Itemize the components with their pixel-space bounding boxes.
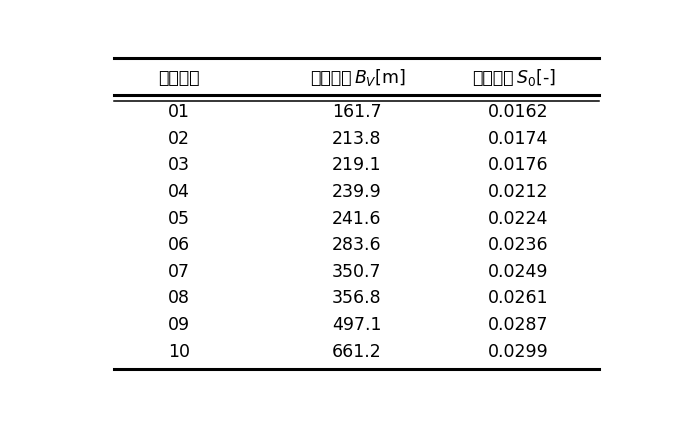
Text: 07: 07 — [168, 262, 190, 280]
Text: 0.0176: 0.0176 — [488, 156, 549, 174]
Text: 213.8: 213.8 — [332, 130, 381, 147]
Text: 03: 03 — [168, 156, 190, 174]
Text: 10: 10 — [168, 342, 190, 360]
Text: 661.2: 661.2 — [332, 342, 381, 360]
Text: 497.1: 497.1 — [332, 315, 381, 333]
Text: 河道寬度: 河道寬度 — [310, 69, 351, 86]
Text: 0.0299: 0.0299 — [488, 342, 549, 360]
Text: 0.0224: 0.0224 — [489, 209, 548, 227]
Text: 356.8: 356.8 — [332, 289, 381, 307]
Text: 219.1: 219.1 — [332, 156, 381, 174]
Text: 283.6: 283.6 — [332, 236, 381, 253]
Text: 05: 05 — [168, 209, 190, 227]
Text: 239.9: 239.9 — [332, 182, 381, 201]
Text: 0.0261: 0.0261 — [488, 289, 549, 307]
Text: 02: 02 — [168, 130, 190, 147]
Text: 350.7: 350.7 — [332, 262, 381, 280]
Text: 0.0174: 0.0174 — [489, 130, 548, 147]
Text: 底床坡度: 底床坡度 — [472, 69, 513, 86]
Text: 01: 01 — [168, 103, 190, 121]
Text: $B_V$[m]: $B_V$[m] — [354, 67, 406, 88]
Text: 04: 04 — [168, 182, 189, 201]
Text: 河道斷面: 河道斷面 — [158, 69, 200, 86]
Text: 241.6: 241.6 — [332, 209, 381, 227]
Text: 0.0287: 0.0287 — [489, 315, 548, 333]
Text: 0.0236: 0.0236 — [488, 236, 549, 253]
Text: 0.0162: 0.0162 — [488, 103, 549, 121]
Text: 0.0249: 0.0249 — [489, 262, 548, 280]
Text: 06: 06 — [168, 236, 190, 253]
Text: 09: 09 — [168, 315, 190, 333]
Text: $S_0$[-]: $S_0$[-] — [516, 67, 555, 88]
Text: 161.7: 161.7 — [332, 103, 381, 121]
Text: 0.0212: 0.0212 — [489, 182, 548, 201]
Text: 08: 08 — [168, 289, 190, 307]
